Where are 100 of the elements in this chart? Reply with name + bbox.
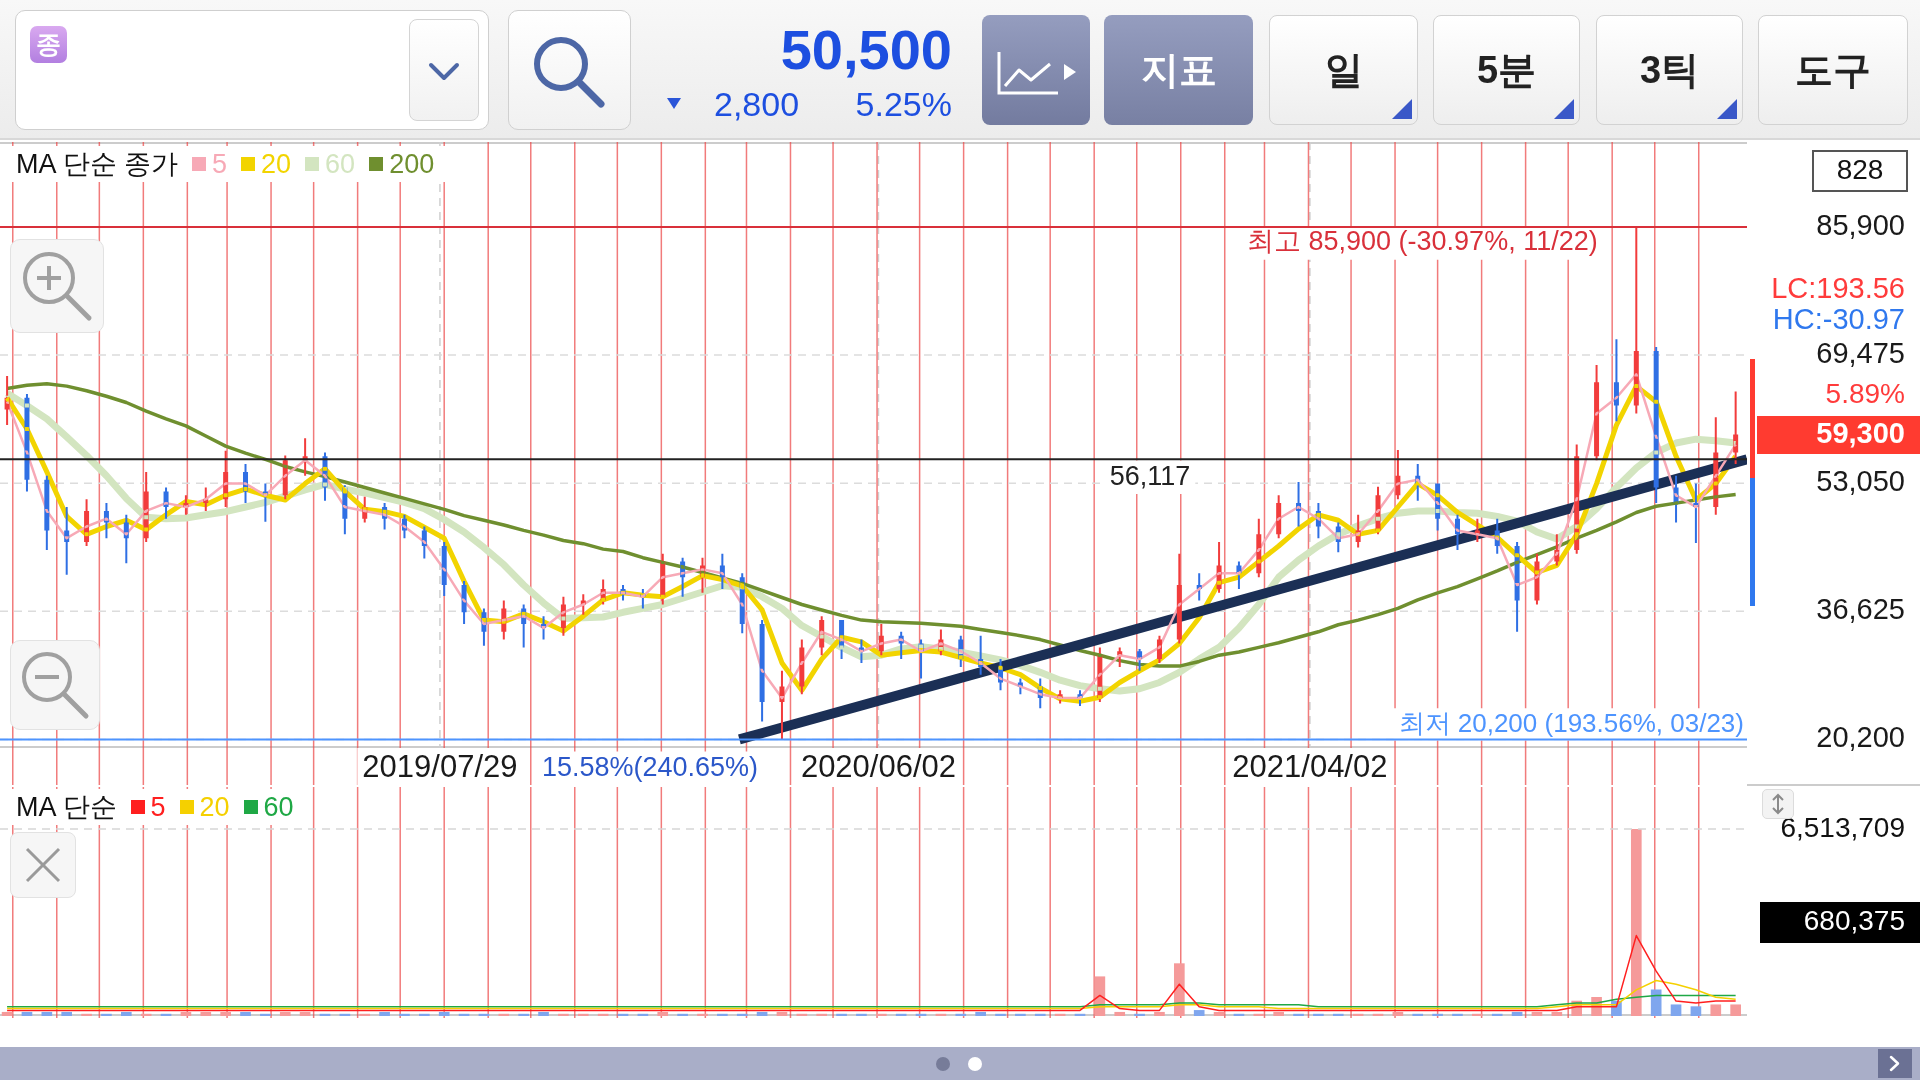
bar — [717, 1013, 728, 1016]
x-tick-label: 2021/04/02 — [1232, 749, 1388, 785]
x-tick-label: 2019/07/29 — [362, 749, 518, 785]
bar — [1432, 1013, 1443, 1016]
y-tick-label: 36,625 — [1816, 593, 1905, 626]
legend-title: MA 단순 — [16, 791, 117, 823]
bar — [260, 1013, 271, 1016]
bar — [299, 1011, 311, 1016]
button: 도구 — [1758, 15, 1908, 125]
bar — [359, 1013, 371, 1016]
bar — [399, 1013, 410, 1016]
legend-label: 60 — [263, 791, 294, 823]
button: 5분 — [1433, 15, 1580, 125]
bar — [955, 1013, 967, 1016]
legend-label: 5 — [150, 791, 166, 823]
ref-line-label: 최저 20,200 (193.56%, 03/23) — [1398, 707, 1744, 738]
bar — [41, 1011, 53, 1016]
bar — [140, 1013, 152, 1016]
text: 828 — [1836, 153, 1884, 185]
bar — [1670, 1004, 1682, 1016]
bar — [736, 1013, 748, 1016]
legend-label: 5 — [212, 148, 228, 180]
bar — [81, 1013, 92, 1016]
legend-label: 20 — [199, 791, 230, 823]
bar — [538, 1011, 549, 1016]
legend-label: 20 — [261, 148, 292, 180]
text: 15.58%(240.65%) — [541, 752, 759, 783]
bar — [816, 1013, 828, 1016]
bar — [240, 1011, 251, 1016]
bar — [101, 1013, 112, 1016]
bar — [1392, 1011, 1404, 1016]
bar — [875, 1013, 887, 1016]
y-tick-label: 85,900 — [1816, 209, 1905, 242]
y-tick-label: 69,475 — [1816, 337, 1905, 370]
bar — [1034, 1013, 1046, 1016]
bar — [279, 1011, 291, 1016]
bar — [1273, 1011, 1284, 1016]
bar — [1293, 1013, 1304, 1016]
bar — [895, 1013, 907, 1016]
bar — [61, 1011, 73, 1016]
text: 680,375 — [1803, 904, 1905, 936]
bar — [200, 1011, 212, 1016]
bar — [558, 1013, 569, 1016]
text: 6,513,709 — [1780, 811, 1905, 843]
button: 지표 — [1104, 15, 1253, 125]
ref-line-label: 56,117 — [1109, 460, 1191, 491]
bar — [180, 1011, 192, 1016]
bar — [677, 1013, 688, 1016]
bar — [1313, 1013, 1324, 1016]
bar — [756, 1011, 768, 1016]
bar — [1472, 1013, 1483, 1016]
bar — [1253, 1013, 1265, 1016]
bar — [1332, 1013, 1344, 1016]
bar — [1193, 1010, 1205, 1016]
badge: 종 — [30, 26, 67, 63]
bar — [856, 1013, 867, 1016]
text: HC:-30.97 — [1772, 303, 1905, 335]
bar — [1650, 989, 1662, 1016]
bar — [1213, 1011, 1225, 1016]
text: 59,300 — [1816, 417, 1905, 449]
bar — [379, 1011, 390, 1016]
bar — [657, 1011, 669, 1016]
y-tick-label: 53,050 — [1816, 465, 1905, 498]
bar — [1690, 1006, 1702, 1016]
legend-title: MA 단순 종가 — [16, 148, 179, 180]
text: 5.89% — [1825, 377, 1905, 409]
ref-line-label: 최고 85,900 (-30.97%, 11/22) — [1247, 226, 1598, 257]
legend-label: 200 — [389, 148, 435, 180]
bar — [1015, 1013, 1026, 1016]
bar — [1630, 829, 1642, 1016]
bar — [120, 1011, 132, 1016]
bar — [1114, 1011, 1126, 1016]
bar — [577, 1013, 589, 1016]
bar — [1551, 1011, 1563, 1016]
bar — [1710, 1004, 1722, 1016]
bar — [836, 1013, 847, 1016]
text: 50,500 — [780, 17, 952, 84]
button: 3틱 — [1596, 15, 1743, 125]
bar — [21, 1011, 33, 1016]
text: LC:193.56 — [1771, 272, 1905, 304]
bar — [1134, 1013, 1145, 1016]
legend-label: 60 — [325, 148, 356, 180]
bar — [1531, 1011, 1543, 1016]
bar — [1730, 1004, 1741, 1016]
button: 일 — [1269, 15, 1418, 125]
bar — [697, 1013, 708, 1016]
bar — [1452, 1013, 1463, 1016]
bar — [1, 1011, 13, 1016]
bar — [1412, 1013, 1424, 1016]
bar — [518, 1013, 529, 1016]
bar — [438, 1011, 450, 1016]
bar — [498, 1013, 510, 1016]
x-tick-label: 2020/06/02 — [800, 749, 957, 785]
bar — [995, 1013, 1006, 1016]
y-tick-label: 20,200 — [1816, 721, 1905, 754]
bar — [220, 1011, 231, 1016]
text: 2,800 — [714, 83, 800, 125]
bar — [419, 1013, 430, 1016]
bar — [975, 1011, 986, 1016]
bar — [1154, 1011, 1165, 1016]
